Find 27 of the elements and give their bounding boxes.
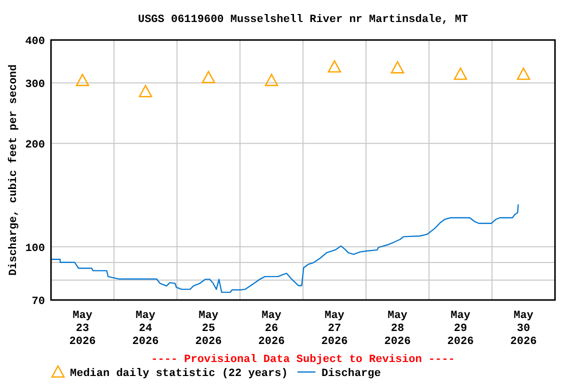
y-tick-label: 70 — [32, 296, 45, 308]
y-tick-label: 200 — [25, 139, 45, 152]
legend-label: Discharge — [321, 368, 382, 380]
x-tick-label: May 23 2026 — [69, 310, 96, 348]
y-tick-label: 100 — [25, 242, 45, 255]
x-tick-label: May 26 2026 — [258, 310, 285, 348]
x-tick-label: May 30 2026 — [510, 310, 537, 348]
x-tick-label: May 24 2026 — [132, 310, 159, 348]
point — [454, 68, 468, 80]
y-tick-label: 300 — [25, 78, 45, 91]
line-series — [50, 204, 519, 293]
y-axis-title: Discharge, cubic feet per second — [7, 64, 20, 276]
text: ---- Provisional Data Subject to Revision ---- — [151, 354, 455, 366]
x-tick-label: May 27 2026 — [321, 310, 348, 348]
x-tick-label: May 29 2026 — [447, 310, 474, 348]
x-tick-label: May 25 2026 — [195, 310, 222, 348]
chart-title: USGS 06119600 Musselshell River nr Martinsdale, MT — [138, 14, 468, 26]
point — [138, 84, 152, 98]
point — [516, 68, 530, 80]
point — [264, 74, 278, 86]
point — [390, 61, 404, 74]
point — [76, 74, 90, 86]
legend-label: Median daily statistic (22 years) — [70, 368, 288, 380]
y-tick-label: 400 — [25, 36, 45, 48]
point — [202, 70, 216, 84]
x-tick-label: May 28 2026 — [384, 310, 411, 348]
point — [328, 60, 342, 73]
